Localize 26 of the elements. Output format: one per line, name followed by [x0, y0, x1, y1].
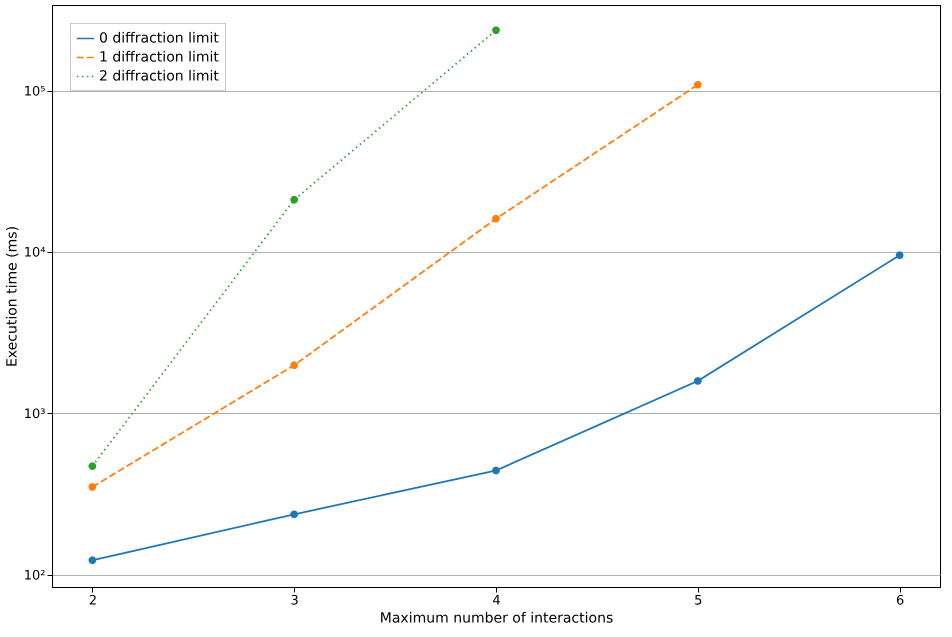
point [290, 196, 298, 204]
legend-label: 2 diffraction limit [99, 68, 220, 84]
point [694, 377, 702, 385]
x-tick-label: 6 [896, 594, 904, 608]
y-tick-label: 10³ [24, 406, 46, 422]
y-tick-label: 10² [24, 568, 46, 584]
y-tick-label: 10⁴ [24, 246, 46, 261]
y-tick-label: 10⁵ [24, 84, 46, 100]
x-tick-label: 2 [88, 594, 98, 608]
point [88, 556, 96, 564]
point [290, 510, 298, 518]
point [896, 251, 904, 260]
point [88, 483, 96, 491]
point [694, 80, 702, 89]
y-axis-title: Execution time (ms) [4, 226, 21, 368]
point [492, 466, 500, 474]
legend-label: 1 diffraction limit [99, 50, 220, 66]
x-axis-title: Maximum number of interactions [380, 610, 614, 626]
point [290, 361, 298, 370]
legend-label: 0 diffraction limit [99, 30, 220, 46]
point [492, 26, 500, 34]
x-tick-label: 5 [694, 594, 702, 608]
point [88, 462, 96, 470]
x-tick-label: 3 [290, 594, 299, 608]
x-tick-label: 4 [492, 594, 501, 608]
point [492, 214, 500, 223]
